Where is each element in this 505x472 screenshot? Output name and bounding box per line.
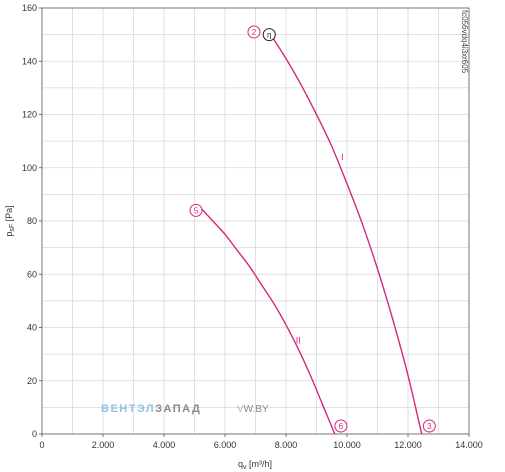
point-markers: 2 5 6 3 η bbox=[189, 25, 436, 433]
side-code: fc056vdq4i3xr605 bbox=[460, 10, 469, 74]
y-tick-label: 20 bbox=[27, 376, 37, 386]
y-axis-label-main: p bbox=[4, 232, 14, 237]
x-tick-label: 14.000 bbox=[455, 440, 483, 450]
x-axis-label-sub: v bbox=[243, 464, 247, 471]
series-line-1 bbox=[270, 34, 423, 435]
y-axis-label: psF [Pa] bbox=[4, 205, 16, 236]
x-axis-label: qv [m³/h] bbox=[238, 459, 272, 471]
watermark-part4: W.BY bbox=[244, 404, 269, 415]
y-tick-label: 140 bbox=[22, 56, 37, 66]
point-marker-circle bbox=[189, 203, 203, 217]
point-marker-label: 2 bbox=[252, 28, 257, 37]
curve-label-1: I bbox=[341, 152, 344, 162]
y-tick-label: 120 bbox=[22, 110, 37, 120]
x-axis-label-unit: [m³/h] bbox=[247, 459, 273, 469]
point-marker-circle bbox=[422, 419, 436, 433]
x-tick-label: 8.000 bbox=[275, 440, 298, 450]
y-tick-label: 80 bbox=[27, 216, 37, 226]
y-tick-label: 40 bbox=[27, 323, 37, 333]
y-tick-label: 160 bbox=[22, 3, 37, 13]
x-axis-label-main: q bbox=[238, 459, 243, 469]
grid bbox=[42, 8, 469, 434]
point-marker-label: 5 bbox=[194, 206, 199, 215]
y-tick-label: 100 bbox=[22, 163, 37, 173]
point-marker-label: 3 bbox=[427, 422, 432, 431]
svg-text:ВЕНТЭЛЗАПАД: ВЕНТЭЛЗАПАД bbox=[101, 403, 201, 415]
x-tick-label: 2.000 bbox=[92, 440, 115, 450]
y-axis-label-unit: [Pa] bbox=[4, 205, 14, 224]
watermark-part2: ЗАПАД bbox=[155, 403, 201, 415]
x-tick-label: 0 bbox=[39, 440, 44, 450]
watermark-part3: V bbox=[237, 404, 244, 415]
y-axis-label-sub: sF bbox=[9, 224, 16, 232]
point-marker-circle bbox=[247, 25, 261, 39]
y-tick-labels: 0 20 40 60 80 100 120 140 160 bbox=[22, 3, 42, 439]
y-tick-label: 60 bbox=[27, 269, 37, 279]
series-line-2 bbox=[200, 207, 336, 435]
series-group bbox=[200, 34, 423, 435]
watermark: ВЕНТЭЛЗАПАД VW.BY bbox=[101, 403, 269, 415]
x-tick-label: 6.000 bbox=[214, 440, 237, 450]
x-tick-label: 12.000 bbox=[394, 440, 422, 450]
eta-marker-label: η bbox=[267, 31, 271, 40]
curve-labels: III bbox=[296, 152, 344, 346]
point-marker-circle bbox=[334, 419, 348, 433]
x-tick-labels: 0 2.000 4.000 6.000 8.000 10.000 12.000 14.000 bbox=[39, 434, 483, 450]
curve-label-2: II bbox=[296, 335, 301, 345]
eta-marker-circle bbox=[262, 28, 276, 42]
x-tick-label: 4.000 bbox=[153, 440, 176, 450]
x-tick-label: 10.000 bbox=[333, 440, 361, 450]
point-marker-label: 6 bbox=[339, 422, 344, 431]
y-tick-label: 0 bbox=[32, 429, 37, 439]
svg-text:VW.BY: VW.BY bbox=[237, 404, 269, 415]
watermark-part1: ВЕНТЭЛ bbox=[101, 403, 155, 415]
